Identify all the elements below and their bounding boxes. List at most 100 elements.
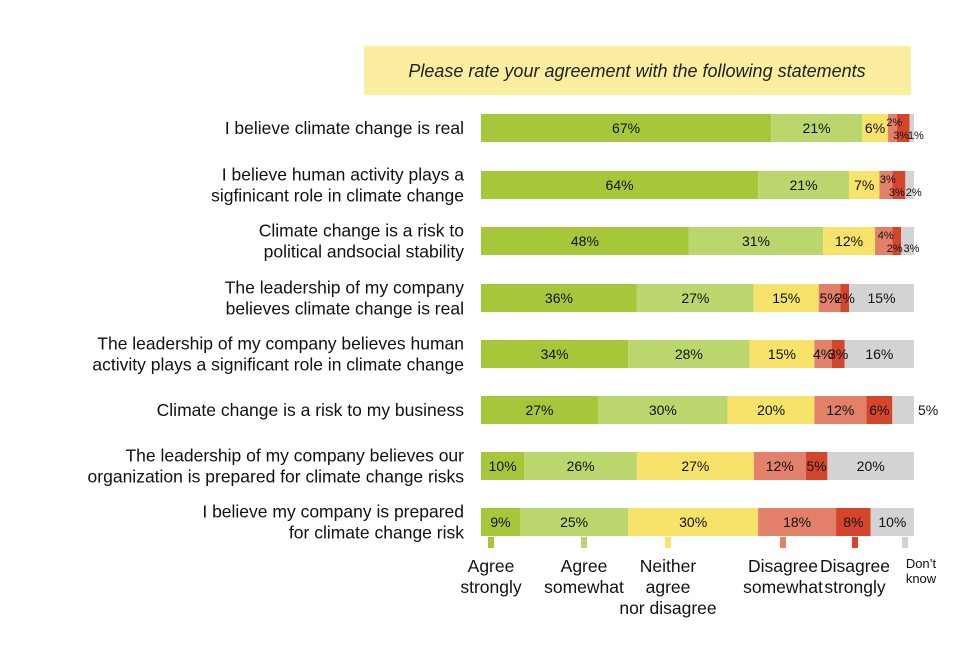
- bar-segment-neither-agree-nor-disagree: [753, 284, 819, 312]
- chart-title: Please rate your agreement with the foll…: [408, 61, 865, 81]
- bar-value-label: 30%: [649, 402, 677, 418]
- category-label: Climate change is a risk to: [259, 221, 464, 241]
- bar-value-label: 21%: [803, 120, 831, 136]
- bar-value-label: 28%: [675, 346, 703, 362]
- legend-label: Disagree: [748, 556, 818, 576]
- bar-segment-agree-strongly: [481, 114, 772, 142]
- bar-segment-don-t-know: [901, 227, 914, 255]
- bar-value-label: 4%: [813, 346, 833, 362]
- category-label: The leadership of my company: [225, 278, 465, 298]
- bar-segment-agree-somewhat: [688, 227, 824, 255]
- bar-segment-neither-agree-nor-disagree: [727, 396, 815, 424]
- bar-segment-disagree-somewhat: [814, 340, 832, 368]
- legend-label: Agree: [561, 556, 608, 576]
- bar-value-label: 64%: [606, 177, 634, 193]
- legend-label: agree: [646, 577, 691, 597]
- bar-value-label: 7%: [854, 177, 874, 193]
- category-labels: I believe climate change is real I believ…: [88, 118, 465, 543]
- bar-segment-agree-strongly: [481, 452, 525, 480]
- bar-value-label: 10%: [489, 458, 517, 474]
- bar-value-label: 31%: [742, 233, 770, 249]
- legend-marker-don-t-know: [902, 537, 908, 548]
- category-label: political andsocial stability: [264, 242, 465, 262]
- bar-segment-agree-somewhat: [628, 340, 750, 368]
- legend-label: Don’t: [906, 556, 937, 571]
- bar-segment-don-t-know: [870, 508, 914, 536]
- bar-value-label: 2%: [887, 243, 903, 255]
- category-label: The leadership of my company believes ou…: [125, 446, 464, 466]
- bar-value-label: 12%: [835, 233, 863, 249]
- bar-value-label: 2%: [886, 117, 902, 129]
- category-label: sigfinicant role in climate change: [211, 186, 464, 206]
- bar-segment-neither-agree-nor-disagree: [849, 171, 880, 199]
- bar-segment-disagree-somewhat: [888, 114, 897, 142]
- category-label: Climate change is a risk to my business: [157, 400, 465, 420]
- bar-value-label: 18%: [783, 514, 811, 530]
- category-label: I believe climate change is real: [225, 118, 464, 138]
- bar-segment-disagree-strongly: [831, 340, 845, 368]
- bar-segment-don-t-know: [827, 452, 914, 480]
- bar-segment-neither-agree-nor-disagree: [823, 227, 876, 255]
- bar-value-label: 16%: [865, 346, 893, 362]
- bar-value-label: 3%: [880, 174, 896, 186]
- bar-value-label: 36%: [545, 290, 573, 306]
- legend-label: nor disagree: [619, 598, 716, 618]
- category-label: activity plays a significant role in cli…: [92, 355, 464, 375]
- bar-segment-disagree-somewhat: [814, 396, 867, 424]
- category-label: I believe my company is prepared: [202, 502, 464, 522]
- bar-segment-disagree-strongly: [892, 171, 906, 199]
- bar-value-label: 3%: [828, 346, 848, 362]
- bar-segment-disagree-somewhat: [758, 508, 837, 536]
- bar-value-label: 27%: [681, 290, 709, 306]
- bar-value-label: 6%: [869, 402, 889, 418]
- bar-segment-agree-strongly: [481, 284, 637, 312]
- bar-segment-disagree-strongly: [805, 452, 828, 480]
- bar-value-label: 25%: [560, 514, 588, 530]
- chart-title-box: [364, 46, 911, 95]
- bar-segment-neither-agree-nor-disagree: [862, 114, 889, 142]
- bar-value-label: 20%: [857, 458, 885, 474]
- bar-value-label: 1%: [908, 130, 924, 142]
- bar-segment-don-t-know: [905, 171, 914, 199]
- legend-label: strongly: [824, 577, 886, 597]
- bar-value-label: 15%: [868, 290, 896, 306]
- bar-segment-don-t-know: [892, 396, 914, 424]
- legend-marker-disagree-somewhat: [780, 537, 786, 548]
- bar-segment-agree-somewhat: [636, 284, 754, 312]
- bar-value-label: 9%: [490, 514, 510, 530]
- bar-value-label: 67%: [612, 120, 640, 136]
- bar-value-label: 5%: [806, 458, 826, 474]
- bar-segment-agree-strongly: [481, 508, 520, 536]
- category-label: organization is prepared for climate cha…: [88, 467, 465, 487]
- legend-label: strongly: [460, 577, 522, 597]
- bar-segment-agree-somewhat: [597, 396, 728, 424]
- category-label: The leadership of my company believes hu…: [97, 334, 464, 354]
- bar-segment-agree-strongly: [481, 340, 629, 368]
- legend-marker-agree-somewhat: [581, 537, 587, 548]
- bar-value-label: 48%: [571, 233, 599, 249]
- bar-segment-agree-strongly: [481, 171, 759, 199]
- bar-value-label: 27%: [681, 458, 709, 474]
- bar-segment-agree-somewhat: [771, 114, 863, 142]
- bar-segment-neither-agree-nor-disagree: [636, 452, 754, 480]
- bar-segment-neither-agree-nor-disagree: [749, 340, 815, 368]
- bar-value-label: 30%: [679, 514, 707, 530]
- bar-segment-don-t-know: [849, 284, 914, 312]
- legend-label: know: [906, 571, 937, 586]
- bar-segment-disagree-strongly: [892, 227, 902, 255]
- category-label: I believe human activity plays a: [222, 165, 464, 185]
- bar-segment-disagree-strongly: [866, 396, 893, 424]
- bar-segment-disagree-strongly: [840, 284, 850, 312]
- bar-value-label: 5%: [918, 402, 938, 418]
- bar-segment-agree-strongly: [481, 227, 689, 255]
- bar-segment-disagree-somewhat: [818, 284, 841, 312]
- bar-value-label: 8%: [843, 514, 863, 530]
- bar-segment-don-t-know: [844, 340, 914, 368]
- legend-label: Agree: [468, 556, 515, 576]
- legend-marker-neither-agree-nor-disagree: [665, 537, 671, 548]
- legend-label: somewhat: [544, 577, 624, 597]
- category-label: for climate change risk: [289, 523, 464, 543]
- bar-value-label: 2%: [835, 290, 855, 306]
- bar-segment-agree-somewhat: [524, 452, 637, 480]
